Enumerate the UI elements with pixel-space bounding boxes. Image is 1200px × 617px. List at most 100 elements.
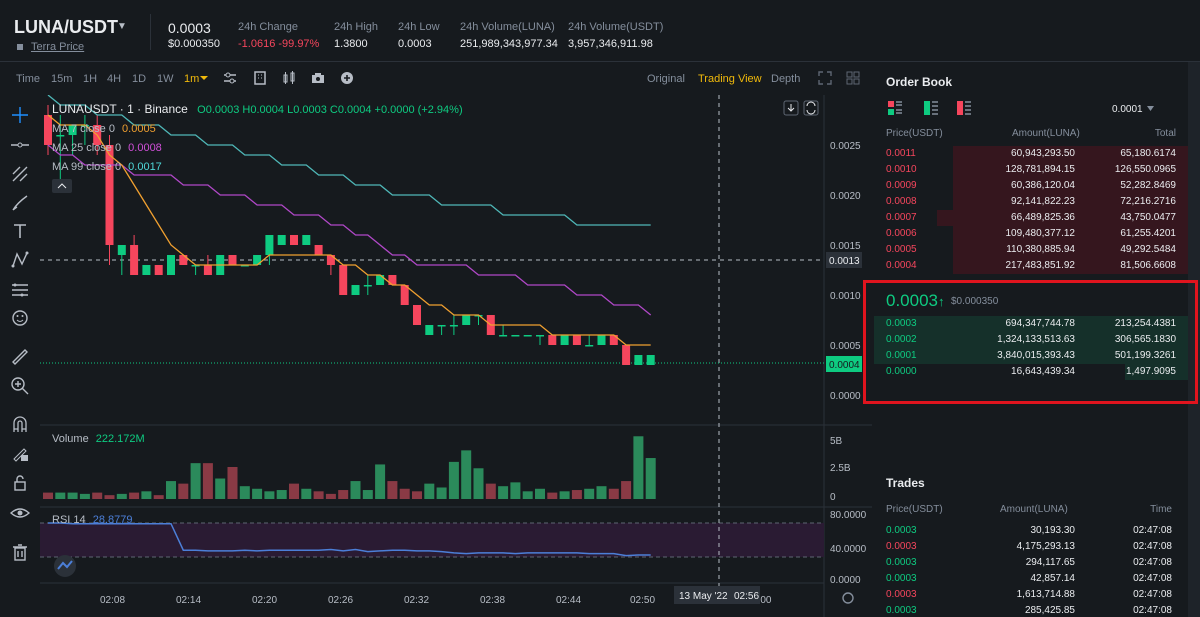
interval-1d[interactable]: 1D <box>132 73 147 85</box>
chart-settings-icon[interactable] <box>842 592 854 604</box>
ask-row[interactable]: 0.0007 66,489,825.36 43,750.0477 <box>874 210 1188 226</box>
lock-icon[interactable] <box>10 473 30 493</box>
candle-type-icon[interactable] <box>282 71 296 85</box>
ask-row[interactable]: 0.0010 128,781,894.15 126,550.0965 <box>874 162 1188 178</box>
fib-tool-icon[interactable] <box>10 164 30 184</box>
order-book-title: Order Book <box>886 75 953 89</box>
interval-dropdown-icon[interactable] <box>200 74 208 82</box>
ask-amount: 66,489,825.36 <box>1011 212 1075 223</box>
ask-row[interactable]: 0.0009 60,386,120.04 52,282.8469 <box>874 178 1188 194</box>
building-icon[interactable] <box>253 71 267 85</box>
lock-drawings-icon[interactable] <box>10 443 30 463</box>
volume-bar <box>202 463 213 499</box>
view-depth[interactable]: Depth <box>771 73 801 85</box>
ask-amount: 128,781,894.15 <box>1005 164 1075 175</box>
bid-row[interactable]: 0.0001 3,840,015,393.43 501,199.3261 <box>874 348 1188 364</box>
collapse-legend-button[interactable] <box>52 179 72 193</box>
candle-body <box>240 265 249 267</box>
view-original[interactable]: Original <box>647 73 685 85</box>
layout-grid-icon[interactable] <box>846 71 860 85</box>
terra-price-link[interactable]: Terra Price <box>31 41 85 53</box>
view-asks-icon[interactable] <box>957 101 971 115</box>
ask-total: 126,550.0965 <box>1114 164 1176 175</box>
ma99-value: 0.0017 <box>128 161 162 173</box>
ask-row[interactable]: 0.0008 92,141,822.23 72,216.2716 <box>874 194 1188 210</box>
precision-dropdown-icon[interactable] <box>1147 106 1154 111</box>
interval-time[interactable]: Time <box>16 73 41 85</box>
candle-body <box>154 265 163 275</box>
view-bids-icon[interactable] <box>924 101 938 115</box>
volume-bar <box>338 490 349 499</box>
interval-1w[interactable]: 1W <box>157 73 174 85</box>
magnet-icon[interactable] <box>10 415 30 435</box>
depth-bar <box>952 178 1188 194</box>
ask-row[interactable]: 0.0005 110,380,885.94 49,292.5484 <box>874 242 1188 258</box>
candle-body <box>179 255 188 265</box>
chart-toolbar: Time 15m 1H 4H 1D 1W 1m Original Trading… <box>0 63 872 95</box>
candle-body <box>339 265 348 295</box>
projection-icon[interactable] <box>10 280 30 300</box>
chart-canvas[interactable]: 0.0025 0.0020 0.0015 0.0010 0.0005 0.0000 02:… <box>40 95 872 617</box>
interval-1m[interactable]: 1m <box>184 73 200 85</box>
trash-icon[interactable] <box>10 542 30 562</box>
pair-title[interactable]: LUNA/USDT <box>14 17 118 37</box>
refresh-icon <box>806 101 816 115</box>
brush-icon[interactable] <box>10 193 30 213</box>
ruler-icon[interactable] <box>10 347 30 367</box>
interval-15m[interactable]: 15m <box>51 73 73 85</box>
price-tick: 0.0010 <box>830 291 861 302</box>
trades-scrollbar[interactable] <box>1188 462 1200 617</box>
add-indicator-icon[interactable] <box>340 71 354 85</box>
trade-amount: 42,857.14 <box>1030 573 1076 584</box>
fullscreen-icon[interactable] <box>818 71 832 85</box>
pair-dropdown-icon[interactable]: ▼ <box>117 21 127 32</box>
ask-amount: 109,480,377.12 <box>1005 228 1075 239</box>
reset-chart-button[interactable] <box>803 100 819 116</box>
pattern-icon[interactable] <box>10 250 30 270</box>
eye-icon[interactable] <box>10 503 30 523</box>
ask-row[interactable]: 0.0006 109,480,377.12 61,255.4201 <box>874 226 1188 242</box>
scroll-down-button[interactable] <box>783 100 799 116</box>
bid-row[interactable]: 0.0000 16,643,439.34 1,497.9095 <box>874 364 1188 380</box>
volume-bar <box>153 495 164 499</box>
candle-body <box>130 245 139 275</box>
indicator-settings-icon[interactable] <box>223 71 237 85</box>
chart-legend: LUNAUSDT · 1 · Binance O0.0003 H0.0004 L… <box>52 102 463 116</box>
trend-line-icon[interactable] <box>10 135 30 155</box>
interval-4h[interactable]: 4H <box>107 73 122 85</box>
view-tradingview[interactable]: Trading View <box>698 73 762 85</box>
stat-value: 251,989,343,977.34 <box>460 38 558 50</box>
price-chart[interactable]: 0.0025 0.0020 0.0015 0.0010 0.0005 0.0000 02:… <box>40 95 872 617</box>
view-both-icon[interactable] <box>888 101 902 115</box>
volume-bar <box>412 491 422 499</box>
volume-bar <box>608 488 619 499</box>
bid-row[interactable]: 0.0002 1,324,133,513.63 306,565.1830 <box>874 332 1188 348</box>
ma25-line <box>47 144 652 316</box>
trade-price: 0.0003 <box>886 557 917 568</box>
crosshair-date-text: 13 May '22 <box>679 591 728 602</box>
ask-price: 0.0011 <box>886 148 916 159</box>
interval-1h[interactable]: 1H <box>83 73 98 85</box>
header-divider <box>150 14 151 50</box>
bid-row[interactable]: 0.0003 694,347,744.78 213,254.4381 <box>874 316 1188 332</box>
ask-row[interactable]: 0.0004 217,483,851.92 81,506.6608 <box>874 258 1188 274</box>
terra-logo-icon <box>17 44 23 50</box>
volume-bar <box>190 463 201 499</box>
precision-select[interactable]: 0.0001 <box>1112 104 1143 115</box>
candle-body <box>634 355 643 365</box>
stat-label: 24h Volume(USDT) <box>568 21 664 33</box>
last-price-usd: $0.000350 <box>168 38 220 50</box>
rsi-value: 28.8779 <box>92 514 133 526</box>
emoji-icon[interactable] <box>10 308 30 328</box>
volume-bar <box>264 491 275 499</box>
candle-body <box>105 145 114 245</box>
zoom-in-icon[interactable] <box>10 376 30 396</box>
ask-row[interactable]: 0.0011 60,943,293.50 65,180.6174 <box>874 146 1188 162</box>
text-tool-icon[interactable] <box>10 221 30 241</box>
candle-body <box>400 285 409 305</box>
col-time-header: Time <box>1150 504 1172 515</box>
camera-icon[interactable] <box>311 71 325 85</box>
crosshair-icon[interactable] <box>10 105 30 125</box>
candle-body <box>117 245 126 255</box>
depth-bar <box>952 146 1188 162</box>
